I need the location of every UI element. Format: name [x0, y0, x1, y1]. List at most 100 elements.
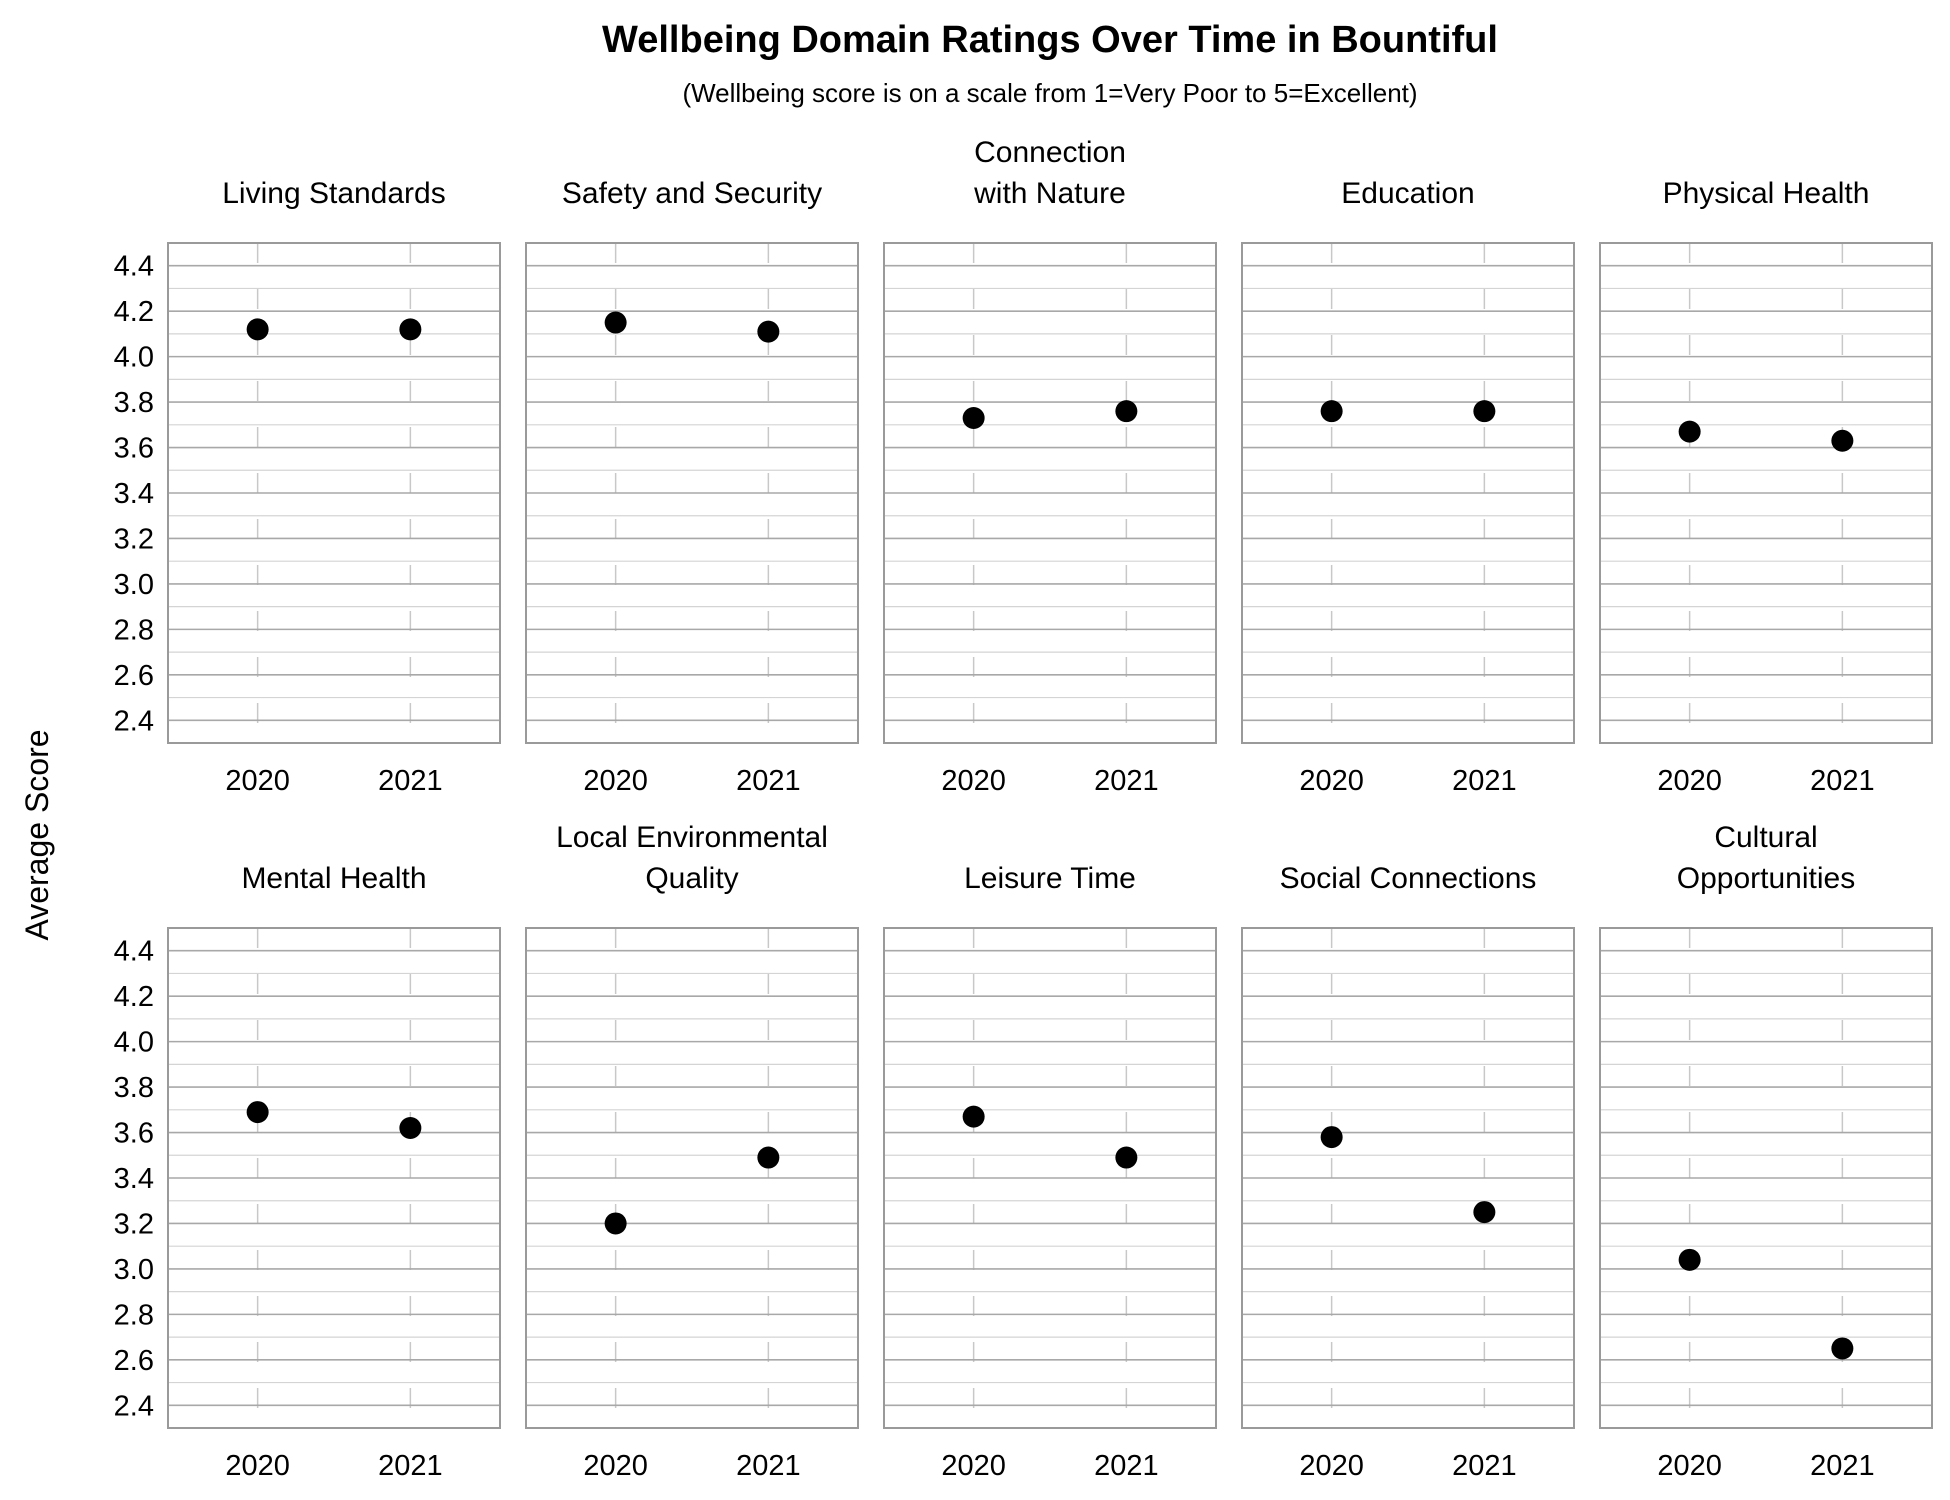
x-tick-label-2020: 2020 [1657, 1450, 1722, 1482]
y-tick-label: 2.8 [114, 614, 154, 646]
data-point-mental-health-2020 [246, 1101, 269, 1124]
panel-title-leisure-time: Leisure Time [964, 862, 1136, 895]
panel-border [1599, 927, 1933, 1429]
panel-title-education: Education [1341, 177, 1474, 210]
panel-border [883, 927, 1217, 1429]
y-tick-label: 4.2 [114, 981, 154, 1013]
y-tick-label: 3.4 [114, 1163, 154, 1195]
y-tick-label: 3.8 [114, 1072, 154, 1104]
panels-group: Living Standards 2.4 2.6 2.8 3.0 3.2 3.4 3.6 3.8… [114, 136, 1933, 1482]
y-tick-label: 3.2 [114, 1208, 154, 1240]
y-tick-label: 4.4 [114, 936, 154, 968]
x-tick-label-2021: 2021 [378, 1450, 443, 1482]
x-tick-label-2020: 2020 [225, 1450, 290, 1482]
panel-physical-health: Physical Health 2020 2021 [1599, 177, 1933, 797]
x-tick-label-2021: 2021 [1810, 1450, 1875, 1482]
data-point-living-standards-2020 [246, 318, 269, 341]
y-tick-label: 4.0 [114, 1027, 154, 1059]
y-tick-label: 3.0 [114, 1254, 154, 1286]
data-point-leisure-time-2020 [962, 1105, 985, 1128]
y-tick-label: 4.2 [114, 296, 154, 328]
y-tick-label: 2.6 [114, 1345, 154, 1377]
panel-title-connection-with-nature: with Nature [973, 177, 1126, 210]
y-tick-label: 3.6 [114, 433, 154, 465]
panel-living-standards: Living Standards 2.4 2.6 2.8 3.0 3.2 3.4 3.6 3.8… [114, 177, 501, 797]
panel-leisure-time: Leisure Time 2020 2021 [883, 862, 1217, 1482]
x-tick-label-2021: 2021 [1452, 765, 1517, 797]
data-point-safety-and-security-2021 [757, 320, 780, 343]
x-tick-label-2020: 2020 [225, 765, 290, 797]
y-tick-label: 4.0 [114, 342, 154, 374]
panel-border [525, 242, 859, 744]
x-tick-label-2021: 2021 [1810, 765, 1875, 797]
x-tick-label-2020: 2020 [1657, 765, 1722, 797]
data-point-mental-health-2021 [399, 1117, 422, 1139]
x-tick-label-2021: 2021 [1094, 1450, 1159, 1482]
panel-mental-health: Mental Health 2.4 2.6 2.8 3.0 3.2 3.4 3.6 3.8 4.0… [114, 862, 501, 1482]
panel-border [167, 242, 501, 744]
x-tick-label-2021: 2021 [736, 1450, 801, 1482]
x-tick-label-2021: 2021 [736, 765, 801, 797]
x-tick-label-2020: 2020 [941, 1450, 1006, 1482]
data-point-physical-health-2020 [1678, 420, 1701, 443]
y-tick-label: 3.8 [114, 387, 154, 419]
panel-border [167, 927, 501, 1429]
panel-title-safety-and-security: Safety and Security [562, 177, 822, 210]
y-tick-label: 2.8 [114, 1299, 154, 1331]
panel-border [883, 242, 1217, 744]
data-point-education-2020 [1320, 400, 1343, 423]
panel-border [1599, 242, 1933, 744]
panel-title-social-connections: Social Connections [1280, 862, 1537, 895]
data-point-social-connections-2021 [1473, 1201, 1496, 1224]
data-point-local-environmental-quality-2021 [757, 1146, 780, 1169]
panel-title-connection-with-nature: Connection [974, 136, 1126, 169]
x-tick-label-2021: 2021 [1452, 1450, 1517, 1482]
data-point-physical-health-2021 [1831, 429, 1854, 452]
y-tick-label: 2.4 [114, 705, 154, 737]
chart-title: Wellbeing Domain Ratings Over Time in Bo… [602, 19, 1498, 61]
x-tick-label-2020: 2020 [1299, 1450, 1364, 1482]
panel-border [1241, 242, 1575, 744]
y-tick-label: 3.4 [114, 478, 154, 510]
y-axis-label: Average Score [19, 729, 55, 940]
x-tick-label-2021: 2021 [378, 765, 443, 797]
y-tick-label: 4.4 [114, 251, 154, 283]
y-tick-label: 2.6 [114, 660, 154, 692]
x-tick-label-2020: 2020 [583, 1450, 648, 1482]
panel-title-local-environmental-quality: Local Environmental [556, 821, 828, 854]
panel-safety-and-security: Safety and Security 2020 2021 [525, 177, 859, 797]
data-point-cultural-opportunities-2020 [1678, 1248, 1701, 1271]
panel-border [525, 927, 859, 1429]
data-point-safety-and-security-2020 [604, 311, 627, 334]
chart-subtitle: (Wellbeing score is on a scale from 1=Ve… [682, 78, 1417, 108]
x-tick-label-2020: 2020 [583, 765, 648, 797]
data-point-local-environmental-quality-2020 [604, 1212, 627, 1235]
x-tick-label-2020: 2020 [941, 765, 1006, 797]
panel-title-mental-health: Mental Health [241, 862, 426, 895]
panel-education: Education 2020 2021 [1241, 177, 1575, 797]
data-point-cultural-opportunities-2021 [1831, 1337, 1854, 1360]
data-point-connection-with-nature-2021 [1115, 400, 1138, 423]
y-tick-label: 3.2 [114, 523, 154, 555]
panel-title-cultural-opportunities: Opportunities [1677, 862, 1855, 895]
data-point-leisure-time-2021 [1115, 1146, 1138, 1169]
panel-local-environmental-quality: Local Environmental Quality 2020 2021 [525, 821, 859, 1482]
panel-title-physical-health: Physical Health [1663, 177, 1870, 210]
y-tick-label: 3.0 [114, 569, 154, 601]
panel-title-cultural-opportunities: Cultural [1714, 821, 1817, 854]
x-tick-label-2020: 2020 [1299, 765, 1364, 797]
y-tick-label: 2.4 [114, 1390, 154, 1422]
panel-social-connections: Social Connections 2020 2021 [1241, 862, 1575, 1482]
x-tick-label-2021: 2021 [1094, 765, 1159, 797]
panel-cultural-opportunities: Cultural Opportunities 2020 2021 [1599, 821, 1933, 1482]
panel-border [1241, 927, 1575, 1429]
data-point-social-connections-2020 [1320, 1126, 1343, 1149]
y-tick-label: 3.6 [114, 1118, 154, 1150]
data-point-education-2021 [1473, 400, 1496, 423]
data-point-connection-with-nature-2020 [962, 407, 985, 429]
panel-title-local-environmental-quality: Quality [645, 862, 738, 895]
panel-connection-with-nature: Connection with Nature 2020 2021 [883, 136, 1217, 797]
data-point-living-standards-2021 [399, 318, 422, 341]
panel-title-living-standards: Living Standards [222, 177, 445, 210]
